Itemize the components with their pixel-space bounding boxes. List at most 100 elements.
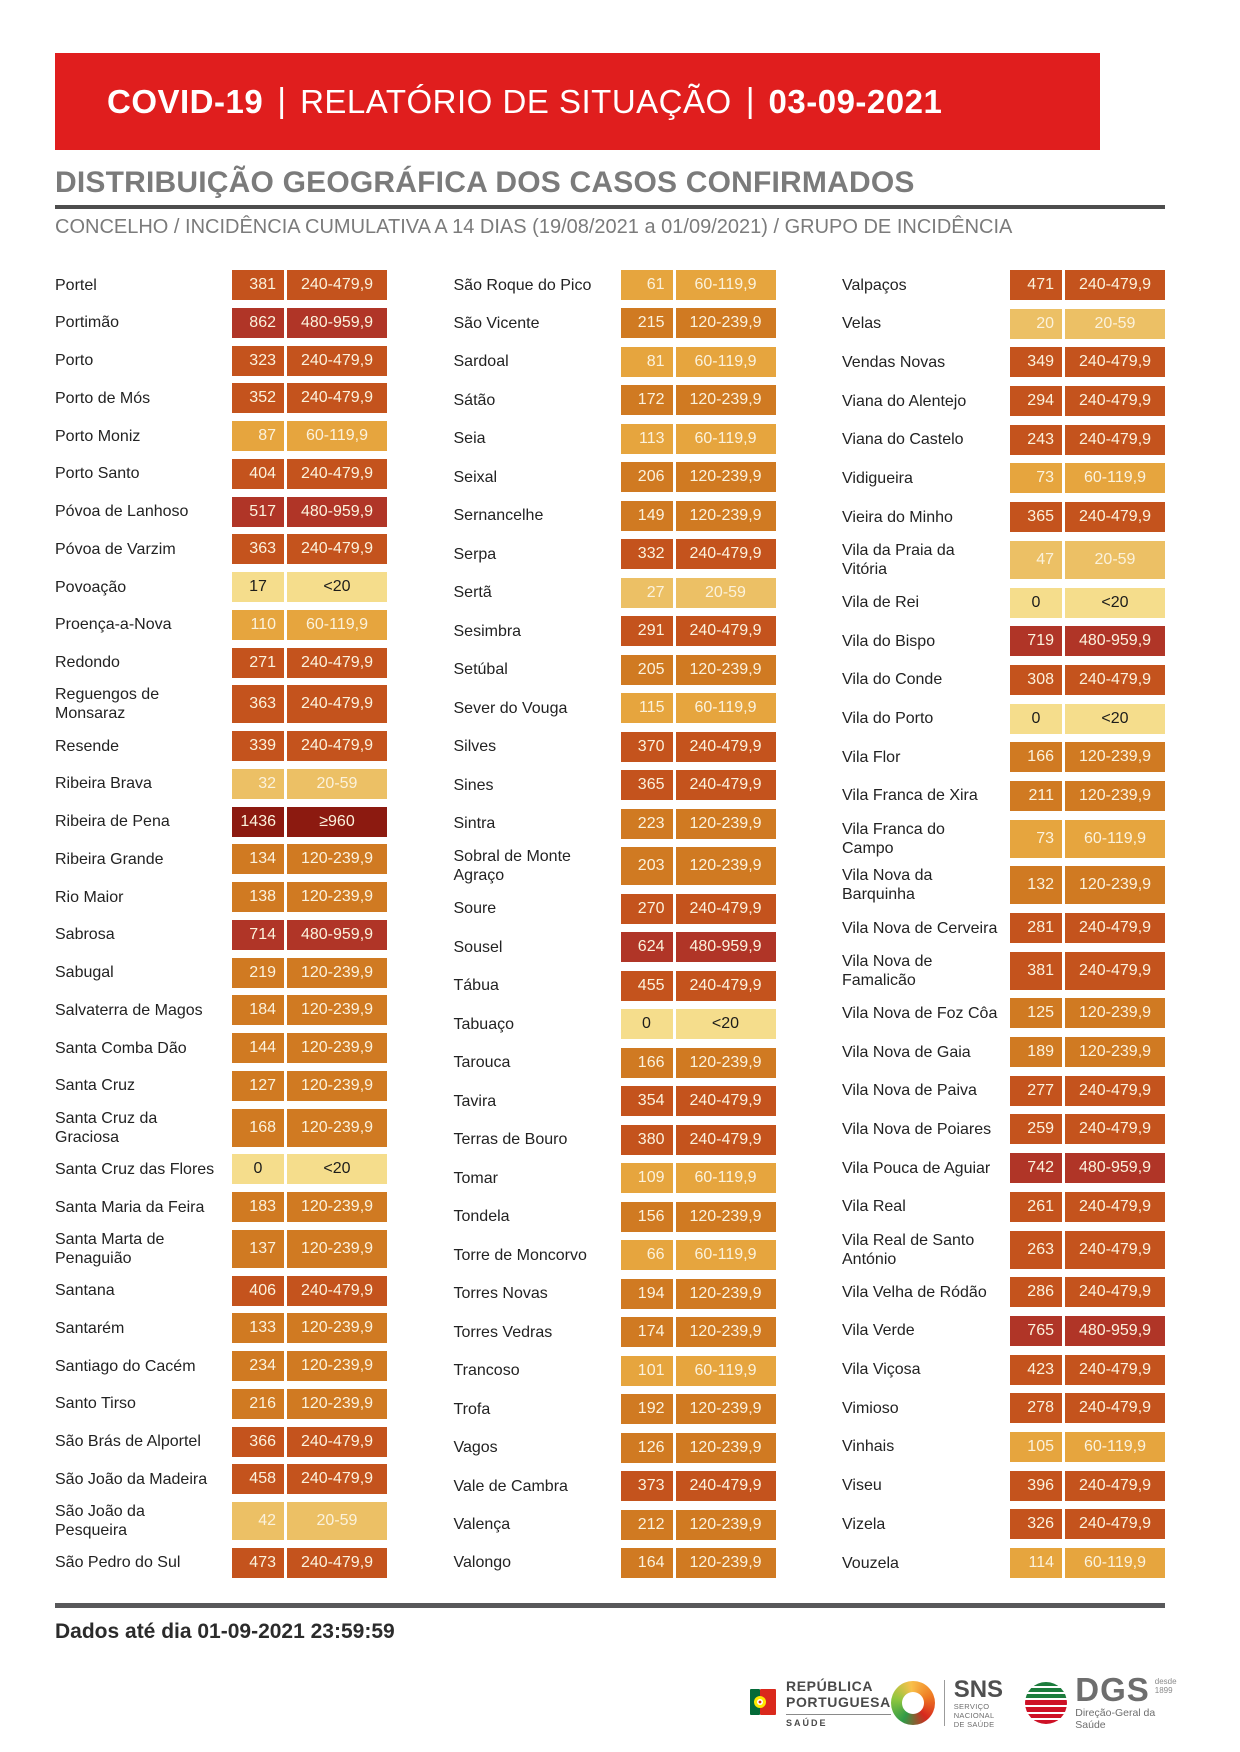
municipality-name: Sever do Vouga: [453, 699, 568, 717]
incidence-group-cell: 120-239,9: [675, 847, 776, 886]
municipality-name: Porto Moniz: [55, 427, 141, 445]
table-row: Vila do Conde 308 240-479,9: [842, 664, 1165, 695]
municipality-name: Salvaterra de Magos: [55, 1001, 203, 1019]
municipality-name: Vila Nova de Paiva: [842, 1082, 977, 1100]
incidence-value-cell: 271: [232, 647, 284, 678]
incidence-group-cell: 20-59: [1065, 308, 1165, 339]
incidence-value-cell: 126: [620, 1432, 673, 1463]
incidence-value-cell: 172: [620, 385, 673, 416]
municipality-name: São Roque do Pico: [453, 276, 592, 294]
municipality-name: São Vicente: [453, 314, 540, 332]
incidence-group-cell: 240-479,9: [675, 893, 776, 924]
incidence-value-cell: 137: [232, 1229, 284, 1268]
incidence-group-cell: 120-239,9: [675, 500, 776, 531]
incidence-value-cell: 365: [620, 770, 673, 801]
table-row: Sever do Vouga 115 60-119,9: [453, 693, 776, 724]
incidence-group-cell: 240-479,9: [287, 1547, 387, 1578]
municipality-name: Porto de Mós: [55, 389, 151, 407]
municipality-name: Vizela: [842, 1515, 886, 1533]
incidence-value-cell: 215: [620, 308, 673, 339]
banner-date: 03-09-2021: [768, 82, 943, 120]
municipality-name: Vila Verde: [842, 1322, 915, 1340]
incidence-value-cell: 455: [620, 970, 673, 1001]
incidence-group-cell: 480-959,9: [1065, 1315, 1165, 1346]
incidence-value-cell: 381: [232, 270, 284, 300]
incidence-group-cell: 20-59: [287, 768, 387, 799]
incidence-group-cell: 20-59: [287, 1502, 387, 1540]
incidence-group-cell: 60-119,9: [1065, 463, 1165, 494]
incidence-group-cell: 120-239,9: [287, 1388, 387, 1419]
incidence-group-cell: 60-119,9: [675, 1163, 776, 1194]
incidence-value-cell: 166: [620, 1047, 673, 1078]
incidence-group-cell: 480-959,9: [287, 307, 387, 338]
table-row: Serpa 332 240-479,9: [453, 539, 776, 570]
table-row: Salvaterra de Magos 184 120-239,9: [55, 995, 387, 1026]
incidence-value-cell: 332: [620, 539, 673, 570]
municipality-name: Velas: [842, 315, 882, 333]
sns-subtitle-2: DE SAÚDE: [953, 1719, 995, 1729]
municipality-name: Vila Pouca de Aguiar: [842, 1159, 991, 1177]
incidence-group-cell: ≥960: [287, 806, 387, 837]
incidence-group-cell: 240-479,9: [1065, 664, 1165, 695]
table-row: Tarouca 166 120-239,9: [454, 1047, 776, 1078]
dgs-logo: DGS desde 1899 Direção-Geral da Saúde: [1025, 1673, 1180, 1731]
table-row: Valongo 164 120-239,9: [454, 1547, 776, 1578]
incidence-group-cell: 240-479,9: [675, 770, 776, 801]
table-row: Trancoso 101 60-119,9: [454, 1355, 776, 1386]
incidence-value-cell: 192: [620, 1394, 673, 1425]
incidence-value-cell: 66: [620, 1240, 673, 1271]
incidence-group-cell: 120-239,9: [1065, 742, 1165, 773]
incidence-value-cell: 277: [1010, 1075, 1062, 1106]
incidence-group-cell: 240-479,9: [287, 647, 387, 678]
table-row: Redondo 271 240-479,9: [55, 647, 387, 678]
municipality-name: Povoação: [55, 578, 127, 596]
incidence-group-cell: 20-59: [1065, 540, 1165, 579]
municipality-name: Vidigueira: [842, 469, 913, 487]
incidence-value-cell: 194: [620, 1278, 673, 1309]
incidence-value-cell: 326: [1010, 1509, 1062, 1540]
incidence-group-cell: 240-479,9: [1065, 1277, 1165, 1308]
table-row: Vila Nova da Barquinha 132 120-239,9: [842, 866, 1165, 905]
incidence-group-cell: <20: [675, 1009, 776, 1040]
incidence-value-cell: 278: [1010, 1393, 1062, 1424]
table-row: Porto de Mós 352 240-479,9: [55, 383, 387, 414]
municipality-name: Viana do Alentejo: [842, 392, 967, 410]
table-row: Silves 370 240-479,9: [453, 731, 776, 762]
municipality-name: Porto: [55, 352, 94, 369]
incidence-value-cell: 714: [232, 919, 284, 950]
incidence-group-cell: 120-239,9: [675, 308, 776, 339]
table-row: Terras de Bouro 380 240-479,9: [454, 1124, 776, 1155]
table-row: Porto 323 240-479,9: [55, 345, 387, 376]
table-row: Porto Santo 404 240-479,9: [55, 458, 387, 489]
incidence-value-cell: 259: [1010, 1114, 1062, 1145]
incidence-value-cell: 27: [620, 577, 673, 608]
incidence-group-cell: 240-479,9: [675, 970, 776, 1001]
dgs-subtitle: Direção-Geral da Saúde: [1075, 1707, 1156, 1731]
incidence-value-cell: 183: [232, 1192, 284, 1222]
incidence-group-cell: 120-239,9: [675, 1317, 776, 1348]
incidence-group-cell: 60-119,9: [675, 423, 776, 454]
municipality-name: Santo Tirso: [55, 1395, 136, 1413]
municipality-name: Torre de Moncorvo: [453, 1246, 587, 1264]
incidence-value-cell: 281: [1010, 913, 1062, 943]
table-column-3: Valpaços 471 240-479,9 Velas 20 20-59 Vendas N…: [842, 270, 1165, 1578]
table-row: Seia 113 60-119,9: [454, 423, 776, 454]
municipality-name: Vila de Rei: [842, 594, 920, 611]
incidence-value-cell: 189: [1010, 1037, 1062, 1068]
municipality-name: Trofa: [453, 1400, 491, 1418]
municipality-name: Vila Nova de Foz Côa: [842, 1004, 998, 1022]
incidence-group-cell: 240-479,9: [287, 383, 387, 414]
table-row: Vila da Praia da Vitória 47 20-59: [842, 540, 1165, 579]
table-row: São João da Pesqueira 42 20-59: [55, 1502, 387, 1540]
table-row: Ribeira Brava 32 20-59: [55, 768, 387, 799]
municipality-name: Silves: [453, 738, 497, 756]
municipality-name: Serpa: [453, 545, 497, 563]
incidence-value-cell: 133: [232, 1313, 284, 1344]
page-title: DISTRIBUIÇÃO GEOGRÁFICA DOS CASOS CONFIR…: [55, 166, 915, 199]
municipality-name: Sintra: [453, 815, 496, 833]
municipality-name: Porto Santo: [55, 465, 140, 483]
municipality-name: Sesimbra: [453, 622, 522, 640]
incidence-group-cell: 240-479,9: [287, 270, 387, 300]
incidence-value-cell: 0: [1010, 587, 1062, 618]
banner-separator: |: [745, 82, 755, 120]
